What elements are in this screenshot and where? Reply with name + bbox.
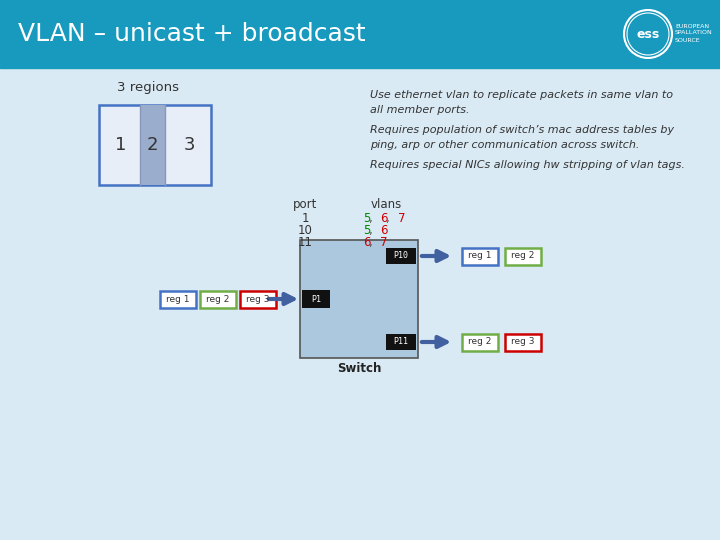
Text: 5: 5 [363, 224, 370, 237]
Bar [200, 291, 236, 307]
Text: P11: P11 [394, 338, 408, 347]
Bar [462, 247, 498, 265]
Text: reg 1: reg 1 [468, 252, 492, 260]
Bar [462, 334, 498, 350]
Text: Use ethernet vlan to replicate packets in same vlan to: Use ethernet vlan to replicate packets i… [370, 90, 673, 100]
Bar [160, 291, 196, 307]
Bar [386, 334, 416, 350]
Text: 7: 7 [380, 236, 388, 249]
Text: SPALLATION: SPALLATION [675, 30, 713, 36]
Text: port: port [293, 198, 318, 211]
Text: ess: ess [636, 28, 660, 40]
Text: 3: 3 [184, 136, 195, 154]
Text: 11: 11 [297, 236, 312, 249]
Text: 7: 7 [398, 212, 405, 225]
Text: VLAN – unicast + broadcast: VLAN – unicast + broadcast [18, 22, 366, 46]
Text: 1: 1 [114, 136, 126, 154]
Text: reg 2: reg 2 [468, 338, 492, 347]
Text: 2: 2 [147, 136, 158, 154]
Bar [240, 291, 276, 307]
Text: reg 1: reg 1 [166, 294, 190, 303]
Text: 6: 6 [380, 224, 388, 237]
Bar [505, 334, 541, 350]
Text: ,: , [386, 212, 394, 225]
Text: ping, arp or other communication across switch.: ping, arp or other communication across … [370, 140, 639, 150]
Text: vlans: vlans [370, 198, 402, 211]
Text: all member ports.: all member ports. [370, 105, 469, 115]
Bar [140, 105, 165, 185]
Text: EUROPEAN: EUROPEAN [675, 24, 709, 29]
Text: reg 3: reg 3 [511, 338, 535, 347]
Bar [300, 240, 418, 358]
Text: SOURCE: SOURCE [675, 37, 701, 43]
Bar [302, 290, 330, 308]
Text: P1: P1 [311, 294, 321, 303]
Bar [99, 105, 211, 185]
Text: 1: 1 [301, 212, 309, 225]
Text: reg 3: reg 3 [246, 294, 270, 303]
Text: Requires special NICs allowing hw stripping of vlan tags.: Requires special NICs allowing hw stripp… [370, 160, 685, 170]
Text: 10: 10 [297, 224, 312, 237]
Text: 5: 5 [363, 212, 370, 225]
Text: ,: , [369, 212, 377, 225]
Text: Requires population of switch’s mac address tables by: Requires population of switch’s mac addr… [370, 125, 674, 135]
Bar [505, 247, 541, 265]
Text: 6: 6 [363, 236, 371, 249]
Bar [386, 248, 416, 264]
Text: ,: , [369, 236, 377, 249]
Text: reg 2: reg 2 [207, 294, 230, 303]
Text: P10: P10 [394, 252, 408, 260]
Text: 3 regions: 3 regions [117, 82, 179, 94]
Text: 6: 6 [380, 212, 388, 225]
Bar [0, 0, 720, 68]
Text: Switch: Switch [337, 362, 381, 375]
Text: ,: , [369, 224, 377, 237]
Text: reg 2: reg 2 [511, 252, 535, 260]
